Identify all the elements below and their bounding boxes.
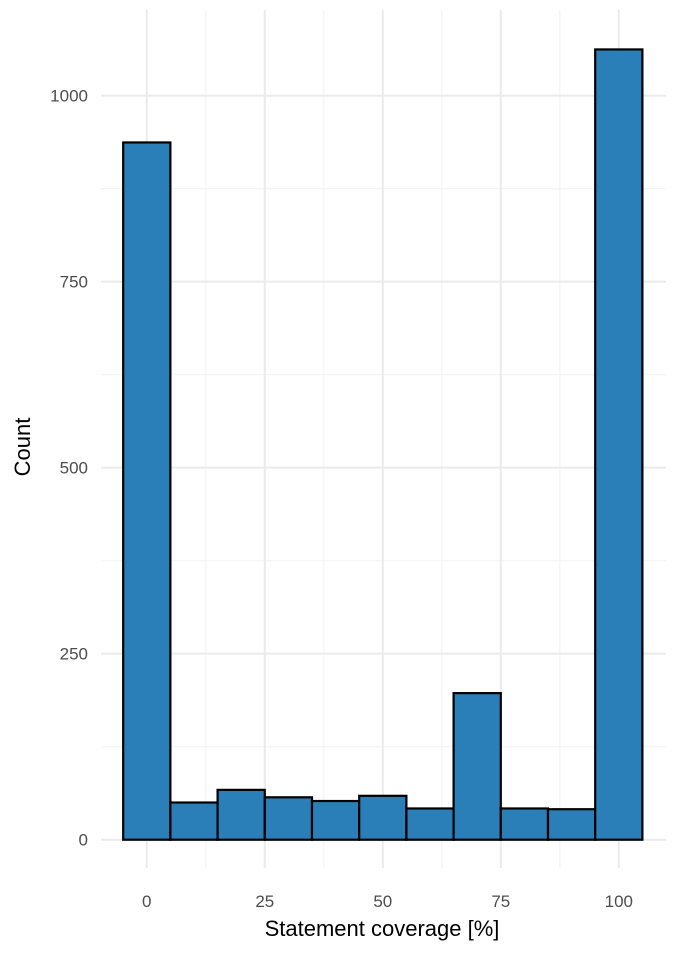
histogram-bar: [452, 692, 502, 841]
x-axis-title: Statement coverage [%]: [265, 916, 500, 941]
histogram-bar: [405, 807, 455, 841]
histogram-bar: [263, 796, 314, 841]
x-tick-label: 50: [373, 892, 392, 911]
major-gridlines: [101, 10, 666, 868]
y-tick-label: 500: [60, 459, 88, 478]
histogram-bar: [594, 48, 644, 841]
histogram-bar: [499, 807, 550, 841]
x-axis-tick-labels: 0 25 50 75 100: [142, 892, 633, 911]
y-tick-label: 750: [60, 273, 88, 292]
y-axis-tick-labels: 0 250 500 750 1000: [50, 87, 88, 850]
y-axis-title: Count: [10, 418, 35, 477]
histogram-bar: [216, 788, 266, 841]
y-tick-label: 250: [60, 645, 88, 664]
y-tick-label: 0: [79, 831, 88, 850]
histogram-bar: [169, 801, 219, 841]
histogram-bar: [358, 794, 408, 841]
y-tick-label: 1000: [50, 87, 88, 106]
x-tick-label: 100: [605, 892, 633, 911]
histogram-bar: [122, 141, 172, 841]
histogram-bar: [310, 799, 361, 841]
x-tick-label: 25: [255, 892, 274, 911]
x-tick-label: 75: [491, 892, 510, 911]
histogram-bars: [122, 48, 644, 841]
histogram-bar: [546, 808, 597, 841]
x-tick-label: 0: [142, 892, 151, 911]
